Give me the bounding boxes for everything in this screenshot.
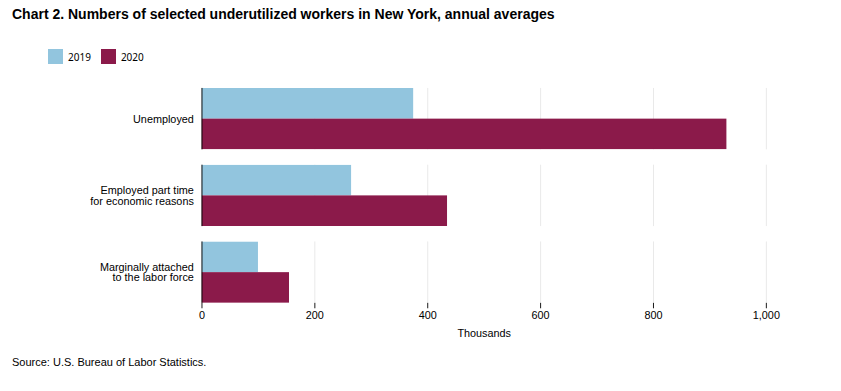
svg-text:Marginally attachedto the labo: Marginally attachedto the labor force (100, 261, 194, 284)
html-text:2019: 2019 (68, 49, 91, 64)
html-text:2020: 2020 (120, 49, 144, 64)
html-text:Chart 2. Numbers of selected u: Chart 2. Numbers of selected underutiliz… (12, 6, 555, 22)
svg-text:Unemployed: Unemployed (133, 113, 194, 125)
svg-text:400: 400 (419, 309, 437, 321)
svg-text:200: 200 (306, 309, 324, 321)
svg-text:600: 600 (532, 309, 550, 321)
svg-text:1,000: 1,000 (753, 309, 780, 321)
html-text:Source: U.S. Bureau of Labor S: Source: U.S. Bureau of Labor Statistics. (12, 355, 207, 368)
svg-text:800: 800 (644, 309, 662, 321)
svg-text:Employed part timefor economic: Employed part timefor economic reasons (90, 184, 194, 207)
svg-text:0: 0 (199, 309, 205, 321)
svg-text:Thousands: Thousands (457, 327, 511, 339)
